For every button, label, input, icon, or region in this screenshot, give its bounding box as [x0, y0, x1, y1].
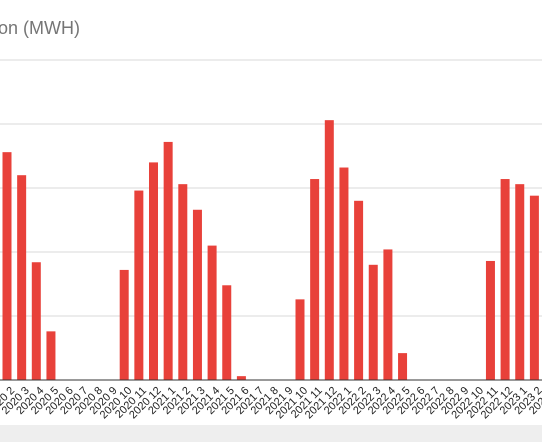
bar-2020-10: [119, 269, 129, 380]
bar-2023-1: [515, 184, 525, 380]
bar-2022-1: [339, 167, 349, 380]
bar-2020-2: [2, 152, 12, 380]
bar-2022-11: [485, 260, 495, 380]
bar-2021-10: [295, 299, 305, 380]
bar-2021-12: [324, 120, 334, 380]
bar-2020-5: [46, 331, 56, 380]
bar-2022-4: [383, 249, 393, 380]
bar-2021-4: [207, 245, 217, 380]
bar-2022-5: [398, 353, 408, 380]
scrollbar-track: [0, 425, 542, 442]
bar-2021-6: [236, 376, 246, 380]
bar-2020-3: [17, 175, 27, 380]
bar-2023-2: [529, 195, 539, 380]
chart-title: on (MWH): [0, 18, 80, 38]
grid-lines: [0, 59, 542, 317]
bar-2021-11: [310, 179, 320, 380]
bar-2022-2: [354, 200, 364, 380]
bar-2021-2: [178, 184, 188, 380]
bar-2020-12: [149, 162, 158, 380]
bar-2022-12: [500, 179, 510, 380]
bar-2020-11: [134, 190, 144, 380]
bar-2021-3: [192, 209, 202, 380]
bars: [2, 120, 539, 380]
bar-2020-4: [31, 262, 41, 380]
bar-2021-1: [163, 141, 173, 380]
bar-2021-5: [222, 285, 232, 380]
bar-2022-3: [368, 264, 378, 380]
